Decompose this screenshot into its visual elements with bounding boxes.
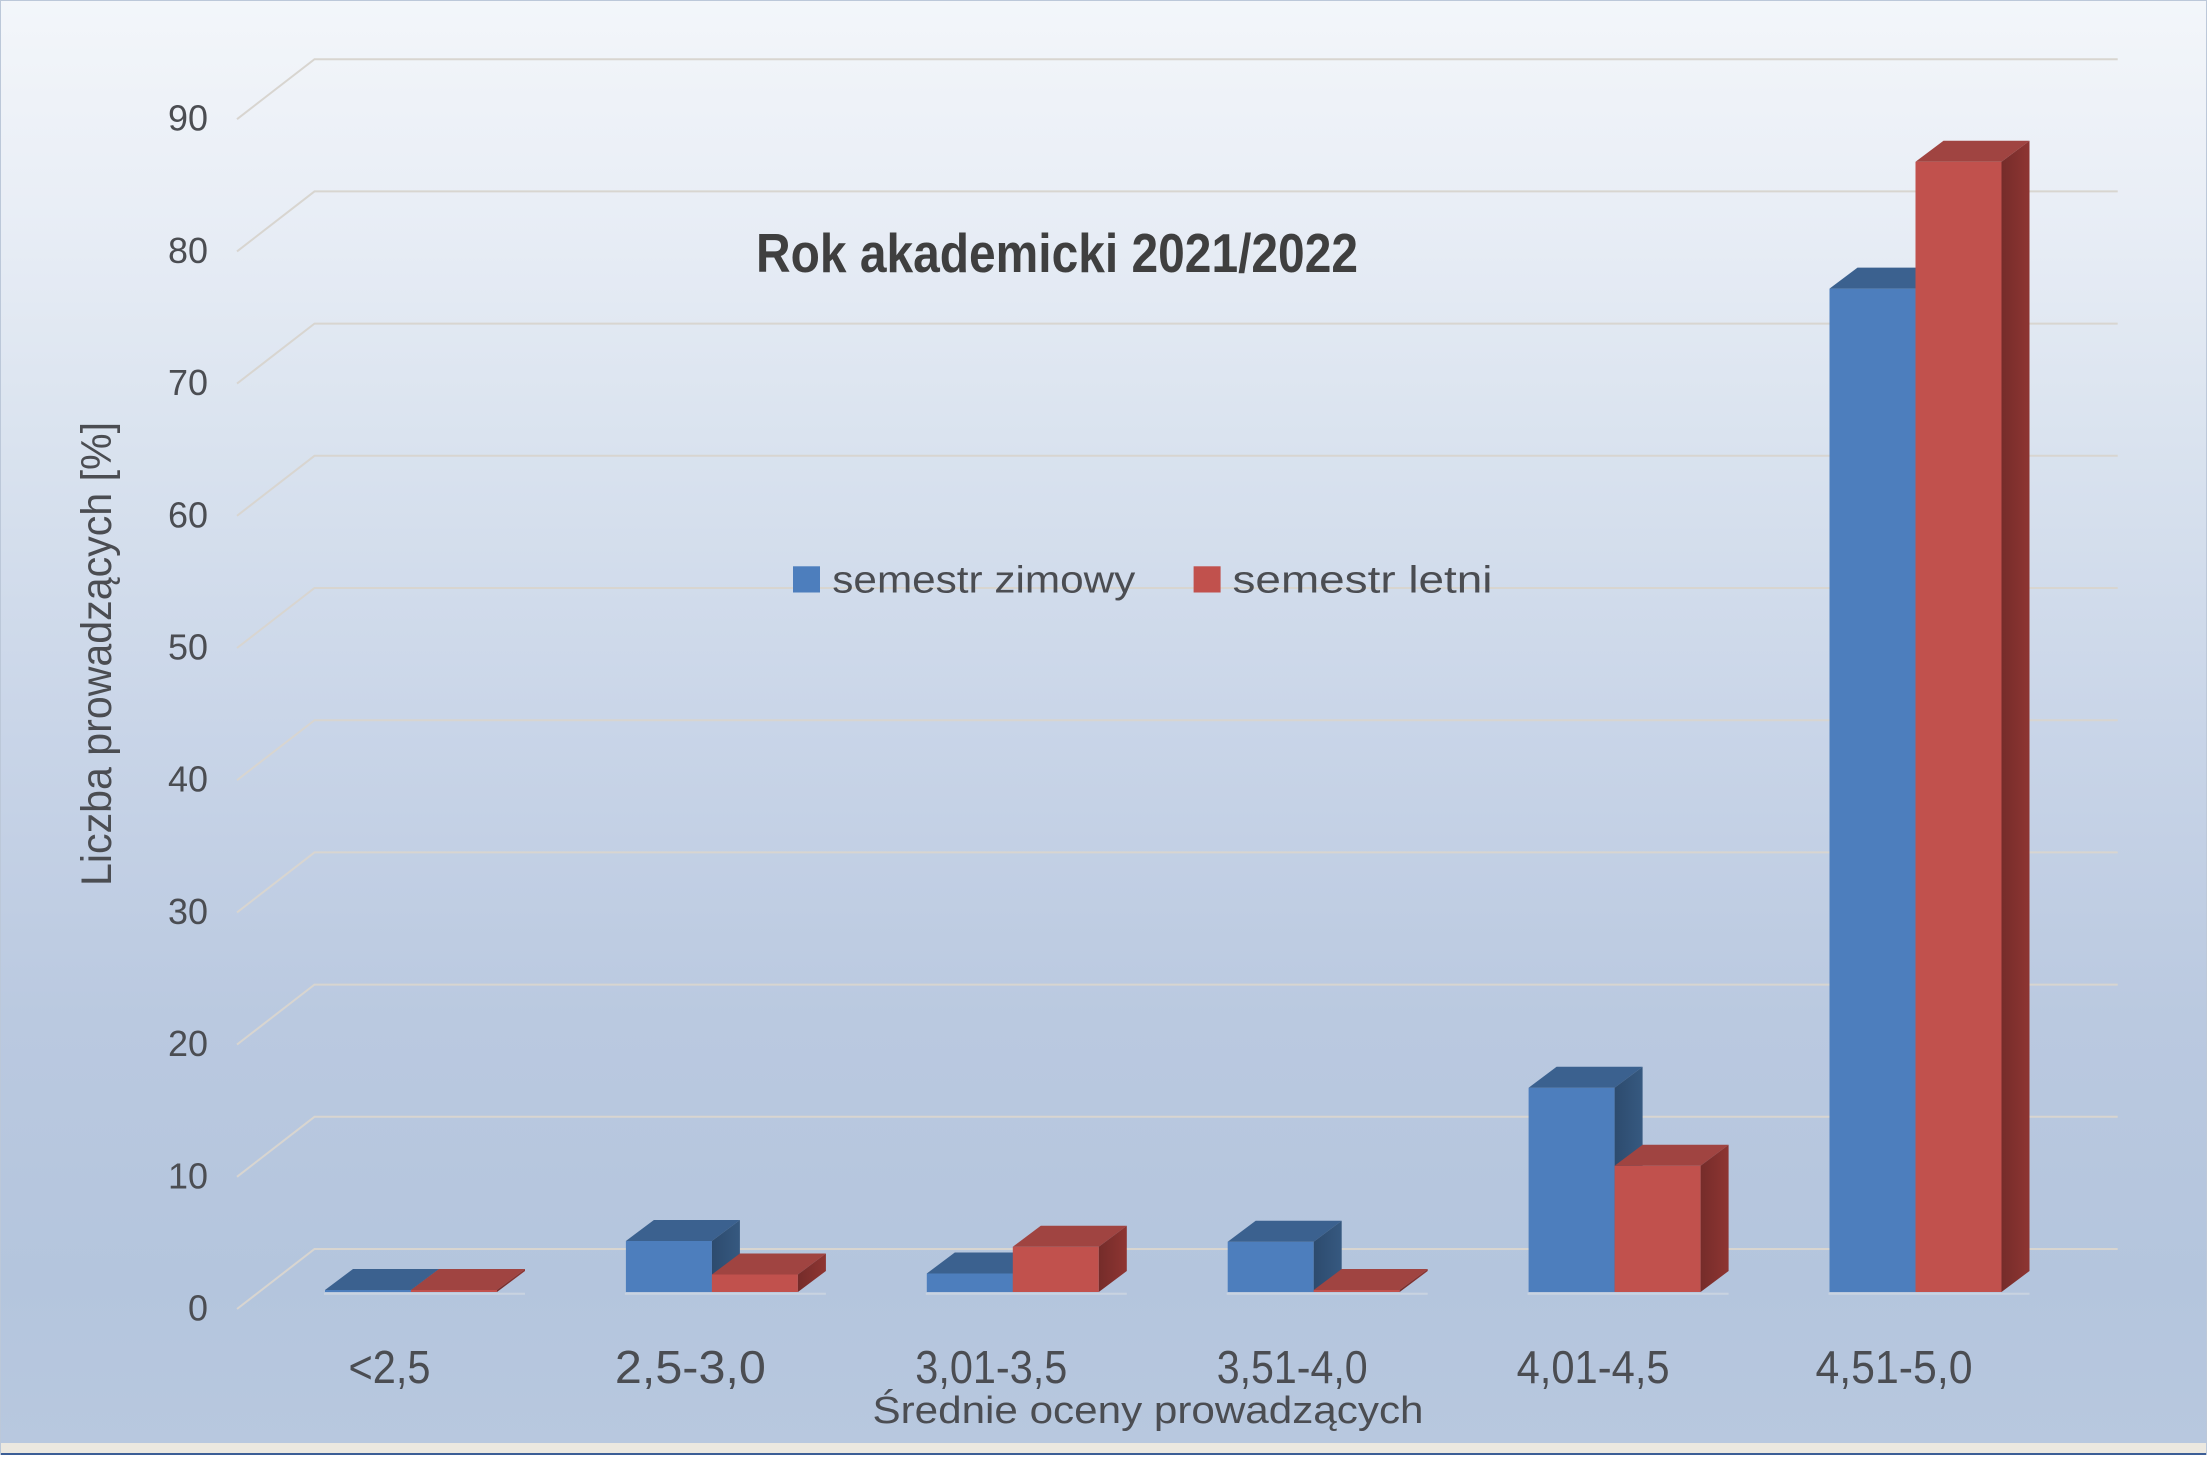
svg-text:3,01-3,5: 3,01-3,5: [915, 1341, 1067, 1393]
svg-text:70: 70: [168, 362, 208, 403]
svg-text:<2,5: <2,5: [349, 1341, 431, 1393]
svg-text:50: 50: [168, 627, 208, 668]
svg-text:semestr zimowy: semestr zimowy: [832, 560, 1135, 602]
svg-text:Liczba prowadzących [%]: Liczba prowadzących [%]: [73, 422, 121, 886]
svg-text:semestr letni: semestr letni: [1233, 560, 1493, 602]
svg-text:4,01-4,5: 4,01-4,5: [1517, 1341, 1670, 1393]
svg-text:4,51-5,0: 4,51-5,0: [1816, 1341, 1973, 1393]
svg-text:40: 40: [168, 759, 208, 800]
svg-text:30: 30: [168, 891, 208, 932]
svg-text:Średnie oceny prowadzących: Średnie oceny prowadzących: [873, 1387, 1424, 1432]
svg-text:3,51-4,0: 3,51-4,0: [1217, 1341, 1368, 1393]
svg-text:20: 20: [168, 1023, 208, 1064]
svg-text:2,5-3,0: 2,5-3,0: [615, 1341, 766, 1393]
svg-text:Rok akademicki 2021/2022: Rok akademicki 2021/2022: [756, 222, 1358, 284]
svg-text:0: 0: [188, 1288, 208, 1329]
svg-text:80: 80: [168, 230, 208, 271]
svg-text:90: 90: [168, 98, 208, 139]
svg-text:10: 10: [168, 1155, 208, 1196]
svg-text:60: 60: [168, 494, 208, 535]
